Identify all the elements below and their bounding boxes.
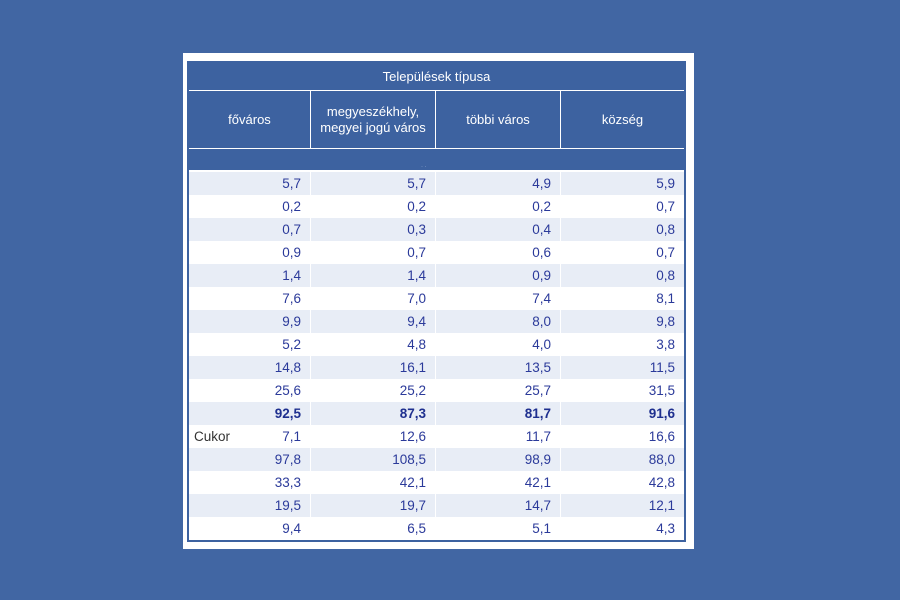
table-cell: 0,3 [311, 218, 436, 241]
table-cell: 31,5 [561, 379, 684, 402]
column-header-row: főváros megyeszékhely, megyei jogú város… [189, 91, 684, 148]
table-cell: 25,2 [311, 379, 436, 402]
table-cell: 16,1 [311, 356, 436, 379]
table-cell: 5,1 [436, 517, 561, 540]
table-cell: 42,8 [561, 471, 684, 494]
band-mark: · · [421, 164, 427, 170]
table-cell: 81,7 [436, 402, 561, 425]
table-body: 5,7 5,7 4,9 5,9 0,2 0,2 0,2 0,7 0,7 0,3 0,4 0,8 0,9 0… [189, 172, 684, 540]
table-row: 0,7 0,3 0,4 0,8 [189, 218, 684, 241]
table-cell: 87,3 [311, 402, 436, 425]
table-cell: 9,9 [189, 310, 311, 333]
table-row: 92,5 87,3 81,7 91,6 [189, 402, 684, 425]
table-row: 97,8 108,5 98,9 88,0 [189, 448, 684, 471]
table-row: 1,4 1,4 0,9 0,8 [189, 264, 684, 287]
table-cell: 5,9 [561, 172, 684, 195]
table-cell: 5,7 [189, 172, 311, 195]
table-cell: 3,8 [561, 333, 684, 356]
table-cell: 4,3 [561, 517, 684, 540]
table-cell: 5,7 [311, 172, 436, 195]
table-cell: 25,6 [189, 379, 311, 402]
table-cell: 5,2 [189, 333, 311, 356]
table-cell: 33,3 [189, 471, 311, 494]
column-header-fovaros: főváros [189, 91, 311, 148]
table-cell: 12,6 [311, 425, 436, 448]
table-cell: 42,1 [311, 471, 436, 494]
table-cell: 9,4 [311, 310, 436, 333]
table-cell: 42,1 [436, 471, 561, 494]
table-cell: 108,5 [311, 448, 436, 471]
table-row: 7,1 Cukor 12,6 11,7 16,6 [189, 425, 684, 448]
table-cell: 11,5 [561, 356, 684, 379]
table-row: 25,6 25,2 25,7 31,5 [189, 379, 684, 402]
table-cell: 0,7 [561, 241, 684, 264]
table-cell: 25,7 [436, 379, 561, 402]
group-header: Települések típusa [189, 63, 684, 91]
table-cell: 1,4 [311, 264, 436, 287]
table-cell: 97,8 [189, 448, 311, 471]
table-cell: 8,0 [436, 310, 561, 333]
table-cell: 14,8 [189, 356, 311, 379]
table-cell: 7,1 Cukor [189, 425, 311, 448]
table-cell: 7,0 [311, 287, 436, 310]
column-header-kozseg: község [601, 111, 644, 127]
table-cell: 4,0 [436, 333, 561, 356]
table-cell: 0,8 [561, 218, 684, 241]
table-cell: 0,9 [436, 264, 561, 287]
table-cell: 98,9 [436, 448, 561, 471]
header-band: · · [189, 148, 684, 171]
table-cell: 1,4 [189, 264, 311, 287]
table-cell: 19,7 [311, 494, 436, 517]
table-cell: 0,7 [561, 195, 684, 218]
table-cell: 8,1 [561, 287, 684, 310]
table-cell: 16,6 [561, 425, 684, 448]
table-row: 0,9 0,7 0,6 0,7 [189, 241, 684, 264]
row-label: Cukor [194, 429, 231, 444]
table-row: 7,6 7,0 7,4 8,1 [189, 287, 684, 310]
table-cell: 9,4 [189, 517, 311, 540]
table-row: 5,2 4,8 4,0 3,8 [189, 333, 684, 356]
table-row: 14,8 16,1 13,5 11,5 [189, 356, 684, 379]
table-cell: 6,5 [311, 517, 436, 540]
table-cell: 9,8 [561, 310, 684, 333]
table-cell: 0,2 [436, 195, 561, 218]
table-cell: 0,9 [189, 241, 311, 264]
table-cell: 0,8 [561, 264, 684, 287]
table-cell: 12,1 [561, 494, 684, 517]
table-cell: 0,2 [189, 195, 311, 218]
table-row: 9,9 9,4 8,0 9,8 [189, 310, 684, 333]
column-header-tobbi-varos: többi város [436, 91, 561, 148]
table-cell: 91,6 [561, 402, 684, 425]
table-row: 33,3 42,1 42,1 42,8 [189, 471, 684, 494]
table-cell: 13,5 [436, 356, 561, 379]
table-cell: 0,7 [189, 218, 311, 241]
table-cell: 7,4 [436, 287, 561, 310]
table-cell: 4,8 [311, 333, 436, 356]
column-header-megyeszekhely: megyeszékhely, megyei jogú város [311, 91, 436, 148]
table-cell: 19,5 [189, 494, 311, 517]
table-cell: 14,7 [436, 494, 561, 517]
table-cell: 88,0 [561, 448, 684, 471]
table-cell: 0,4 [436, 218, 561, 241]
table-row: 9,4 6,5 5,1 4,3 [189, 517, 684, 540]
table-frame: Települések típusa főváros megyeszékhely… [183, 53, 694, 549]
table-cell: 92,5 [189, 402, 311, 425]
table-cell: 0,6 [436, 241, 561, 264]
table-cell: 0,7 [311, 241, 436, 264]
table-cell: 7,6 [189, 287, 311, 310]
table-row: 19,5 19,7 14,7 12,1 [189, 494, 684, 517]
table-cell: 4,9 [436, 172, 561, 195]
table-row: 5,7 5,7 4,9 5,9 [189, 172, 684, 195]
data-table: Települések típusa főváros megyeszékhely… [187, 61, 686, 542]
table-cell: 0,2 [311, 195, 436, 218]
table-row: 0,2 0,2 0,2 0,7 [189, 195, 684, 218]
table-cell: 11,7 [436, 425, 561, 448]
